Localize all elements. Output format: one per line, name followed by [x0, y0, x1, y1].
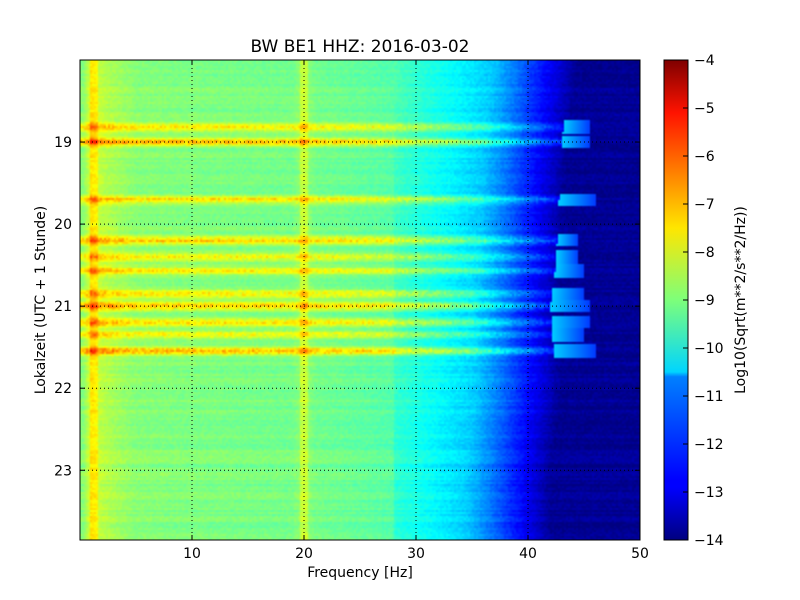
y-tick-label: 23 — [54, 463, 72, 479]
colorbar-tick-label: −13 — [694, 485, 724, 501]
colorbar-tick-label: −10 — [694, 341, 724, 357]
spectrogram-heatmap — [80, 60, 640, 540]
colorbar-tick-label: −7 — [694, 197, 715, 213]
y-tick-label: 22 — [54, 381, 72, 397]
y-tick-label: 21 — [54, 299, 72, 315]
colorbar-tick-label: −8 — [694, 245, 715, 261]
y-tick-label: 19 — [54, 135, 72, 151]
x-tick-label: 50 — [631, 546, 649, 562]
x-axis: 10 20 30 40 50 — [183, 60, 649, 562]
colorbar-ticks: −4 −5 −6 −7 −8 −9 −10 −11 −12 −13 −14 — [683, 53, 724, 549]
chart-title: BW BE1 HHZ: 2016-03-02 — [250, 37, 469, 57]
colorbar-tick-label: −4 — [694, 53, 715, 69]
colorbar-tick-label: −9 — [694, 293, 715, 309]
plot-frame — [79, 59, 641, 541]
colorbar-tick-label: −6 — [694, 149, 715, 165]
x-axis-label: Frequency [Hz] — [307, 565, 413, 581]
y-axis-label: Lokalzeit (UTC + 1 Stunde) — [33, 206, 49, 395]
x-tick-label: 10 — [183, 546, 201, 562]
x-tick-label: 30 — [407, 546, 425, 562]
y-tick-label: 20 — [54, 217, 72, 233]
y-axis: 19 20 21 22 23 — [54, 135, 640, 479]
x-tick-label: 40 — [519, 546, 537, 562]
colorbar-label: Log10(Sqrt(m**2/s**2/Hz)) — [733, 206, 749, 394]
colorbar-tick-label: −14 — [694, 533, 724, 549]
grid-lines — [80, 60, 640, 540]
plot-area — [80, 60, 640, 540]
colorbar: −4 −5 −6 −7 −8 −9 −10 −11 −12 −13 −14 Log10(Sqrt(m… — [663, 53, 749, 549]
colorbar-tick-label: −12 — [694, 437, 724, 453]
x-tick-label: 20 — [295, 546, 313, 562]
colorbar-tick-label: −11 — [694, 389, 724, 405]
colorbar-tick-label: −5 — [694, 101, 715, 117]
